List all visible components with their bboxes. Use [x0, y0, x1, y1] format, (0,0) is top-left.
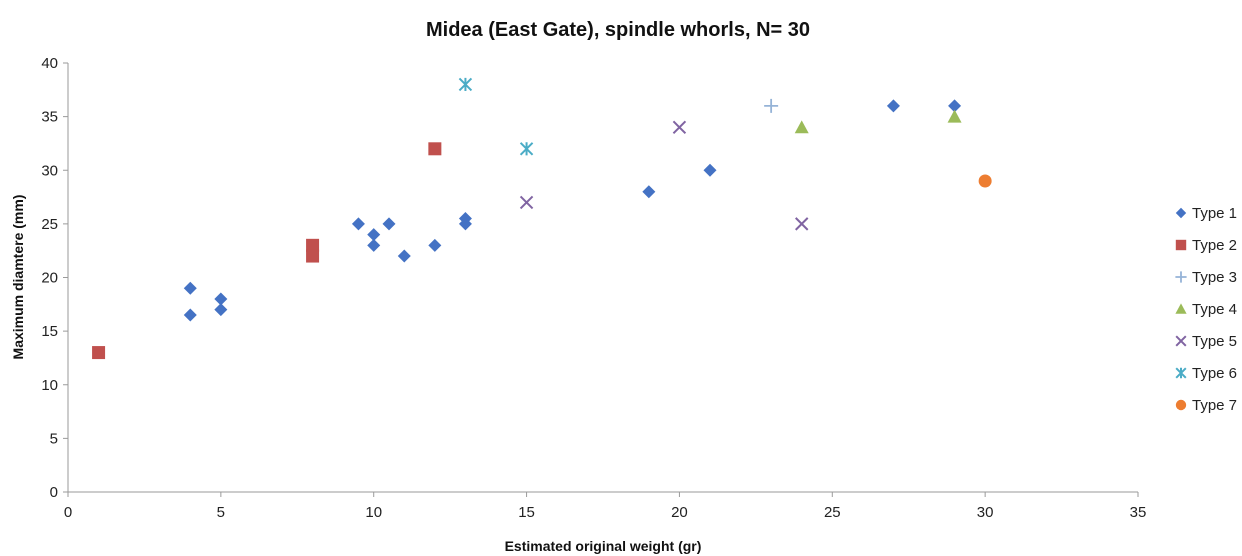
data-point	[519, 142, 534, 156]
y-tick-label: 20	[41, 270, 58, 287]
series-4-points	[794, 109, 962, 134]
series-6-points	[458, 77, 534, 156]
legend-marker	[1175, 271, 1187, 283]
legend-item: Type 2	[1175, 237, 1237, 254]
data-point	[397, 249, 411, 263]
legend-label: Type 3	[1192, 269, 1237, 286]
data-point	[183, 308, 197, 322]
x-tick-label: 15	[518, 504, 535, 521]
data-point	[367, 238, 381, 252]
data-point	[183, 281, 197, 295]
data-point	[92, 346, 106, 360]
legend-marker	[1175, 335, 1187, 347]
legend-marker	[1175, 303, 1187, 314]
y-tick-label: 0	[50, 484, 58, 501]
data-point	[672, 120, 687, 135]
x-tick-label: 35	[1130, 504, 1147, 521]
data-point	[948, 99, 962, 113]
data-point	[458, 217, 472, 231]
legend-item: Type 4	[1175, 301, 1237, 318]
data-point	[382, 217, 396, 231]
legend-marker	[1175, 399, 1187, 411]
data-point	[703, 163, 717, 177]
data-point	[764, 98, 779, 113]
legend-marker	[1175, 207, 1187, 219]
y-tick-label: 10	[41, 377, 58, 394]
data-point	[214, 292, 228, 306]
data-point	[367, 228, 381, 242]
legend-marker	[1175, 239, 1187, 251]
legend-marker	[1175, 367, 1187, 379]
x-tick-label: 10	[365, 504, 382, 521]
legend-item: Type 5	[1175, 333, 1237, 350]
legend-label: Type 4	[1192, 301, 1237, 318]
x-tick-label: 30	[977, 504, 994, 521]
data-point	[642, 185, 656, 199]
legend-label: Type 7	[1192, 397, 1237, 414]
data-point	[214, 303, 228, 317]
data-point	[458, 77, 473, 92]
x-tick-label: 20	[671, 504, 688, 521]
y-tick-label: 40	[41, 55, 58, 72]
legend: Type 1 Type 2 Type 3 Type 4 Type 5 Type 6 Type…	[1175, 205, 1237, 414]
data-point	[428, 238, 442, 252]
data-point	[795, 217, 809, 231]
series-7-points	[978, 174, 992, 188]
axes: 0 5 10 15 20 25 30 35 40 0 5 10 15 20 25 30 35	[41, 55, 1146, 521]
legend-label: Type 6	[1192, 365, 1237, 382]
legend-item: Type 6	[1175, 365, 1237, 382]
data-point	[794, 120, 809, 134]
legend-item: Type 1	[1175, 205, 1237, 222]
y-tick-label: 15	[41, 323, 58, 340]
series-1-points	[183, 99, 962, 322]
legend-label: Type 5	[1192, 333, 1237, 350]
legend-item: Type 7	[1175, 397, 1237, 414]
y-tick-label: 25	[41, 216, 58, 233]
data-point	[306, 249, 320, 263]
legend-label: Type 1	[1192, 205, 1237, 222]
x-tick-label: 0	[64, 504, 72, 521]
series-3-points	[764, 98, 779, 113]
legend-label: Type 2	[1192, 237, 1237, 254]
data-point	[978, 174, 992, 188]
chart-title: Midea (East Gate), spindle whorls, N= 30	[426, 19, 810, 41]
y-tick-label: 5	[50, 430, 58, 447]
y-tick-label: 35	[41, 109, 58, 126]
x-axis-title: Estimated original weight (gr)	[505, 538, 702, 554]
series-2-points	[92, 142, 442, 360]
data-point	[886, 99, 900, 113]
data-point	[428, 142, 442, 156]
data-point	[351, 217, 365, 231]
legend-item: Type 3	[1175, 269, 1237, 286]
y-tick-label: 30	[41, 162, 58, 179]
series-5-points	[519, 120, 809, 231]
y-axis-title: Maximum diamtere (mm)	[10, 195, 26, 360]
data-point	[947, 109, 962, 123]
data-points	[92, 77, 992, 360]
x-tick-label: 25	[824, 504, 841, 521]
x-tick-label: 5	[217, 504, 225, 521]
data-point	[519, 195, 534, 210]
data-point	[306, 238, 320, 252]
